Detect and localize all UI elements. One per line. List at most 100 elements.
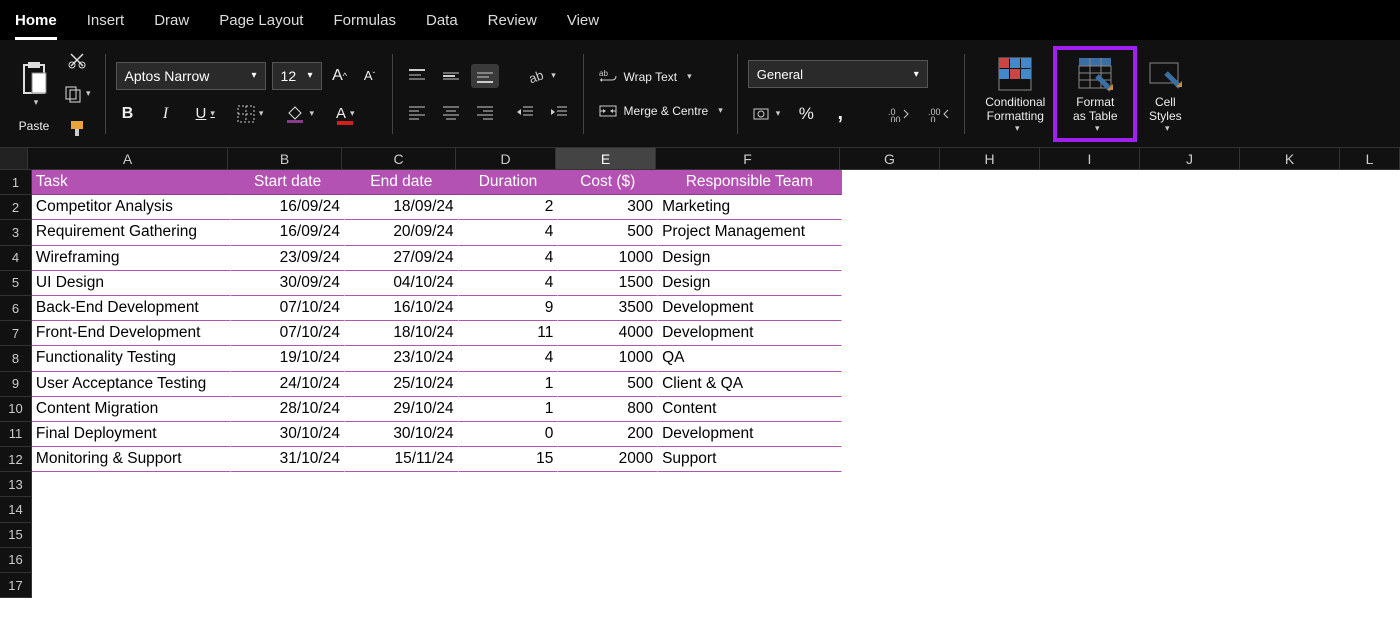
cell[interactable] xyxy=(842,523,942,548)
cell[interactable] xyxy=(1141,548,1241,573)
row-header[interactable]: 3 xyxy=(0,220,32,245)
cell[interactable]: 4 xyxy=(459,346,559,371)
cell[interactable] xyxy=(842,346,942,371)
cell[interactable] xyxy=(1340,321,1400,346)
cell[interactable] xyxy=(1041,523,1141,548)
cell[interactable]: 500 xyxy=(558,220,658,245)
cell[interactable]: 29/10/24 xyxy=(345,397,459,422)
cell[interactable] xyxy=(941,497,1041,522)
cell[interactable] xyxy=(941,573,1041,598)
conditional-formatting-button[interactable]: Conditional Formatting xyxy=(975,48,1055,140)
cell[interactable] xyxy=(1340,447,1400,472)
cell[interactable]: 19/10/24 xyxy=(231,346,345,371)
cell[interactable] xyxy=(842,296,942,321)
cell[interactable]: Monitoring & Support xyxy=(32,447,231,472)
cell[interactable] xyxy=(1041,296,1141,321)
cell[interactable] xyxy=(1041,346,1141,371)
cell[interactable] xyxy=(1041,422,1141,447)
cell[interactable] xyxy=(658,523,841,548)
cell[interactable]: Wireframing xyxy=(32,246,231,271)
row-header[interactable]: 1 xyxy=(0,170,32,195)
cell[interactable] xyxy=(1141,523,1241,548)
cell[interactable] xyxy=(1141,372,1241,397)
cell[interactable] xyxy=(1240,220,1340,245)
cell-styles-button[interactable]: Cell Styles xyxy=(1135,48,1195,140)
align-center-button[interactable] xyxy=(437,100,465,124)
font-color-button[interactable]: A xyxy=(332,102,359,126)
cell[interactable]: 20/09/24 xyxy=(345,220,459,245)
cell[interactable] xyxy=(941,346,1041,371)
cell[interactable] xyxy=(1041,548,1141,573)
cell[interactable]: 23/10/24 xyxy=(345,346,459,371)
increase-decimal-button[interactable]: .0.00 xyxy=(884,102,914,126)
cell[interactable] xyxy=(658,573,841,598)
cell[interactable] xyxy=(1141,447,1241,472)
spreadsheet-grid[interactable]: 1TaskStart dateEnd dateDurationCost ($)R… xyxy=(0,170,1400,624)
cell[interactable]: 1000 xyxy=(558,246,658,271)
cut-button[interactable] xyxy=(64,48,90,72)
cell[interactable] xyxy=(459,497,559,522)
col-header-H[interactable]: H xyxy=(940,148,1040,169)
cell[interactable] xyxy=(1141,472,1241,497)
orientation-button[interactable]: ab xyxy=(523,64,560,88)
cell[interactable] xyxy=(32,472,231,497)
cell[interactable] xyxy=(842,246,942,271)
cell[interactable] xyxy=(1240,422,1340,447)
row-header[interactable]: 10 xyxy=(0,397,32,422)
col-header-J[interactable]: J xyxy=(1140,148,1240,169)
cell[interactable] xyxy=(941,296,1041,321)
cell[interactable] xyxy=(842,497,942,522)
cell[interactable]: 24/10/24 xyxy=(231,372,345,397)
col-header-L[interactable]: L xyxy=(1340,148,1400,169)
cell[interactable] xyxy=(1141,220,1241,245)
cell[interactable]: 300 xyxy=(558,195,658,220)
cell[interactable] xyxy=(1041,497,1141,522)
cell[interactable]: Responsible Team xyxy=(658,170,841,195)
cell[interactable]: 2 xyxy=(459,195,559,220)
cell[interactable]: 16/09/24 xyxy=(231,220,345,245)
decrease-decimal-button[interactable]: .00.0 xyxy=(924,102,954,126)
cell[interactable] xyxy=(32,497,231,522)
col-header-F[interactable]: F xyxy=(656,148,840,169)
cell[interactable] xyxy=(1141,422,1241,447)
cell[interactable] xyxy=(1340,296,1400,321)
font-size-select[interactable]: 12▾ xyxy=(272,62,322,90)
cell[interactable] xyxy=(1141,195,1241,220)
cell[interactable]: 23/09/24 xyxy=(231,246,345,271)
col-header-K[interactable]: K xyxy=(1240,148,1340,169)
cell[interactable]: 07/10/24 xyxy=(231,321,345,346)
cell[interactable] xyxy=(842,422,942,447)
col-header-I[interactable]: I xyxy=(1040,148,1140,169)
col-header-B[interactable]: B xyxy=(228,148,342,169)
cell[interactable]: Design xyxy=(658,271,841,296)
cell[interactable] xyxy=(941,220,1041,245)
borders-button[interactable] xyxy=(233,102,268,126)
col-header-D[interactable]: D xyxy=(456,148,556,169)
cell[interactable]: 0 xyxy=(459,422,559,447)
cell[interactable] xyxy=(941,523,1041,548)
cell[interactable] xyxy=(1041,170,1141,195)
cell[interactable]: 4 xyxy=(459,271,559,296)
accounting-format-button[interactable] xyxy=(748,102,785,126)
paste-button[interactable] xyxy=(14,55,54,115)
cell[interactable] xyxy=(1240,472,1340,497)
align-top-button[interactable] xyxy=(403,64,431,88)
cell[interactable] xyxy=(558,497,658,522)
cell[interactable]: Task xyxy=(32,170,231,195)
cell[interactable] xyxy=(1141,246,1241,271)
cell[interactable]: Functionality Testing xyxy=(32,346,231,371)
percent-button[interactable]: % xyxy=(794,102,818,126)
cell[interactable]: Client & QA xyxy=(658,372,841,397)
cell[interactable] xyxy=(842,548,942,573)
cell[interactable]: 9 xyxy=(459,296,559,321)
cell[interactable] xyxy=(842,397,942,422)
cell[interactable]: 16/09/24 xyxy=(231,195,345,220)
cell[interactable]: 30/10/24 xyxy=(345,422,459,447)
cell[interactable] xyxy=(941,548,1041,573)
bold-button[interactable]: B xyxy=(116,102,140,126)
row-header[interactable]: 13 xyxy=(0,472,32,497)
cell[interactable] xyxy=(1041,220,1141,245)
cell[interactable] xyxy=(459,548,559,573)
cell[interactable] xyxy=(1041,447,1141,472)
cell[interactable]: 15/11/24 xyxy=(345,447,459,472)
